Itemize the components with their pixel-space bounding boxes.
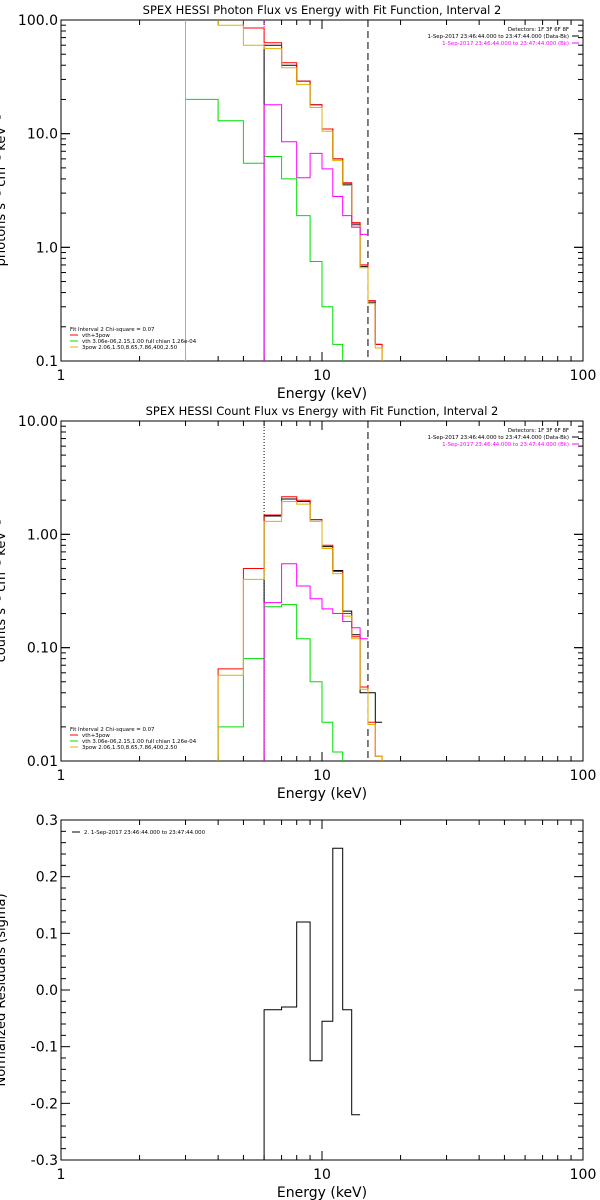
y-tick-label: 0.01 [27, 754, 58, 770]
x-tick-label: 100 [570, 368, 597, 384]
series-3pow-line [185, 20, 383, 361]
legend-item: 3pow 2.06,1.50,8.65,7.86,400,2.50 [82, 745, 178, 751]
y-tick-label: -0.3 [31, 1153, 58, 1169]
y-tick-label: 0.2 [36, 870, 58, 886]
chart-title: SPEX HESSI Photon Flux vs Energy with Fi… [143, 3, 502, 17]
x-axis-label: Energy (keV) [277, 786, 367, 802]
info-line: Detectors: 1F 3F 6F 8F [508, 428, 569, 434]
legend-item: vth 3.06e-06,2.15,1.00 full chian 1.26e-… [82, 339, 197, 345]
y-tick-label: 0.0 [36, 983, 58, 999]
legend-item: 3pow 2.06,1.50,8.65,7.86,400,2.50 [82, 345, 178, 351]
series-vth-line [185, 98, 344, 361]
y-tick-label: 0.1 [36, 926, 58, 942]
info-line: 1-Sep-2017 23:46:44.000 to 23:47:44.000 … [442, 41, 569, 47]
x-axis-label: Energy (keV) [277, 386, 367, 402]
x-axis-label: Energy (keV) [277, 1185, 367, 1200]
y-tick-label: -0.2 [31, 1096, 58, 1112]
y-tick-label: 10.00 [18, 414, 58, 430]
y-tick-label: 10.0 [27, 127, 58, 143]
x-tick-label: 10 [313, 1167, 331, 1183]
legend-item: Fit Interval 2 Chi-square = 0.07 [70, 327, 154, 333]
y-tick-label: 0.1 [36, 354, 58, 370]
chart-panel-2: 1 10 100 0.01 0.10 1.00 10.00 SPEX HESSI Count … [0, 404, 596, 802]
y-axis-label: counts s⁻¹ cm⁻² keV⁻¹ [0, 520, 9, 663]
series-2-1-sep-2017-23-46-44-000-to-23-47-44-000-line [263, 847, 361, 1160]
y-tick-label: 0.3 [36, 813, 58, 829]
legend-item: vth+3pow [82, 333, 110, 339]
chart-panel-3: 1 10 100 -0.3 -0.2 -0.1 0.0 0.1 0.2 0.3 Energy (ke… [0, 813, 596, 1200]
y-tick-label: 0.10 [27, 641, 58, 657]
legend-item: vth+3pow [82, 733, 110, 739]
series-vth-3pow-line [185, 20, 383, 361]
legend-item: Fit Interval 2 Chi-square = 0.07 [70, 727, 154, 733]
series-3pow-line [217, 501, 383, 761]
y-axis-label: Normalized Residuals (sigma) [0, 893, 9, 1086]
series-bk-line [263, 104, 368, 361]
y-tick-label: 100.0 [18, 13, 58, 29]
x-tick-label: 10 [313, 768, 331, 784]
legend-item: 2. 1-Sep-2017 23:46:44.000 to 23:47:44.0… [84, 830, 206, 836]
x-tick-label: 1 [57, 1167, 66, 1183]
series-bk-line [263, 563, 368, 761]
y-tick-label: -0.1 [31, 1040, 58, 1056]
info-line: 1-Sep-2017 23:46:44.000 to 23:47:44.000 … [427, 435, 569, 441]
y-tick-label: 1.0 [36, 240, 58, 256]
series-vth-line [217, 604, 344, 761]
info-line: 1-Sep-2017 23:46:44.000 to 23:47:44.000 … [442, 442, 569, 448]
plot-frame [60, 19, 584, 362]
info-line: 1-Sep-2017 23:46:44.000 to 23:47:44.000 … [427, 34, 569, 40]
y-tick-label: 1.00 [27, 527, 58, 543]
x-tick-label: 100 [570, 768, 597, 784]
chart-panel-1: 1 10 100 0.1 1.0 10.0 100.0 SPEX HESSI Photon F… [0, 3, 597, 402]
y-axis-label: photons s⁻¹ cm⁻² keV⁻¹ [0, 115, 9, 267]
x-tick-label: 100 [570, 1167, 597, 1183]
x-tick-label: 1 [57, 768, 66, 784]
x-tick-label: 1 [57, 368, 66, 384]
series-data-line [263, 44, 383, 361]
x-tick-label: 10 [313, 368, 331, 384]
chart-title: SPEX HESSI Count Flux vs Energy with Fit… [146, 404, 499, 418]
legend-item: vth 3.06e-06,2.15,1.00 full chian 1.26e-… [82, 739, 197, 745]
plot-frame [60, 819, 584, 1161]
series-data-line [263, 498, 383, 761]
info-line: Detectors: 1F 3F 6F 8F [508, 27, 569, 33]
